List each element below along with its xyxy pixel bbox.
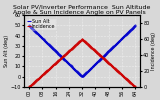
Title: Solar PV/Inverter Performance  Sun Altitude Angle & Sun Incidence Angle on PV Pa: Solar PV/Inverter Performance Sun Altitu… bbox=[13, 4, 151, 15]
Y-axis label: Incidence (deg): Incidence (deg) bbox=[151, 32, 156, 70]
Y-axis label: Sun Alt (deg): Sun Alt (deg) bbox=[4, 35, 9, 67]
Legend: Sun Alt, Incidence: Sun Alt, Incidence bbox=[26, 18, 56, 30]
